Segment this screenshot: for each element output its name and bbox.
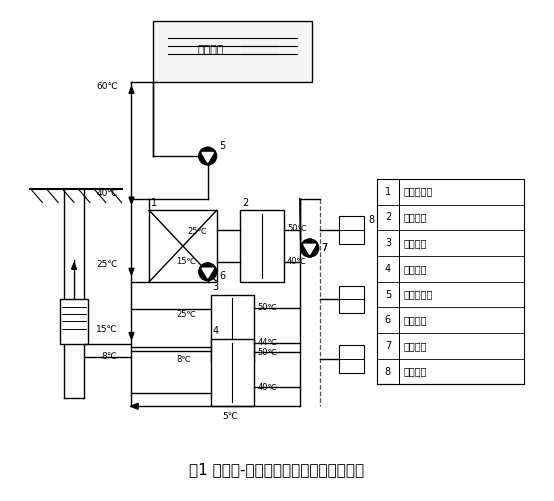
Text: 50℃: 50℃ xyxy=(257,348,277,357)
Bar xyxy=(153,21,312,82)
Text: 三级热泵: 三级热泵 xyxy=(404,264,427,274)
Text: 6: 6 xyxy=(219,271,225,281)
Polygon shape xyxy=(71,263,76,270)
Text: 7: 7 xyxy=(321,243,328,253)
Circle shape xyxy=(301,239,319,257)
Text: 8: 8 xyxy=(385,367,391,377)
Text: 4: 4 xyxy=(385,264,391,274)
Text: 60℃: 60℃ xyxy=(96,82,117,91)
Text: 一级热泵: 一级热泵 xyxy=(404,212,427,222)
Polygon shape xyxy=(304,244,315,255)
Text: 用户水泵: 用户水泵 xyxy=(404,341,427,351)
Polygon shape xyxy=(202,268,213,278)
Text: 图1 污水源-集中供热复合采暖系统工艺图: 图1 污水源-集中供热复合采暖系统工艺图 xyxy=(189,462,365,477)
Text: 中介水泵: 中介水泵 xyxy=(404,315,427,325)
Bar xyxy=(211,295,254,362)
Text: 3: 3 xyxy=(385,238,391,248)
Text: 50℃: 50℃ xyxy=(257,304,277,313)
Text: 二级热泵: 二级热泵 xyxy=(404,238,427,248)
Polygon shape xyxy=(129,87,134,93)
Bar xyxy=(211,339,254,406)
Polygon shape xyxy=(129,197,134,203)
Text: 8: 8 xyxy=(368,215,374,225)
Bar xyxy=(340,345,364,373)
Text: 40℃: 40℃ xyxy=(96,189,117,198)
Text: 15℃: 15℃ xyxy=(96,325,117,334)
Polygon shape xyxy=(202,152,213,162)
Polygon shape xyxy=(129,269,134,275)
Text: 板式换热器: 板式换热器 xyxy=(404,187,433,197)
Text: 5℃: 5℃ xyxy=(223,412,238,421)
Circle shape xyxy=(301,239,319,257)
Text: 温泉尾水泵: 温泉尾水泵 xyxy=(404,290,433,300)
Text: 50℃: 50℃ xyxy=(287,224,307,233)
Circle shape xyxy=(199,263,217,281)
Text: 8℃: 8℃ xyxy=(102,352,117,361)
Circle shape xyxy=(199,147,217,165)
Text: 40℃: 40℃ xyxy=(287,257,307,266)
Bar xyxy=(340,216,364,244)
Text: 40℃: 40℃ xyxy=(257,383,277,392)
Text: 25℃: 25℃ xyxy=(96,261,117,270)
Text: 44℃: 44℃ xyxy=(257,338,277,347)
Text: 7: 7 xyxy=(321,243,328,253)
Text: 5: 5 xyxy=(384,290,391,300)
Text: 6: 6 xyxy=(385,315,391,325)
Text: 25℃: 25℃ xyxy=(187,227,207,236)
Text: 2: 2 xyxy=(384,212,391,222)
Bar xyxy=(240,210,284,282)
Text: 1: 1 xyxy=(151,197,157,207)
Text: 3: 3 xyxy=(213,282,219,292)
Bar xyxy=(60,300,88,344)
Text: 2: 2 xyxy=(242,197,249,207)
Text: 8℃: 8℃ xyxy=(176,355,191,364)
Text: 温泉水池: 温泉水池 xyxy=(198,45,224,55)
Bar xyxy=(340,286,364,313)
Bar xyxy=(149,210,217,282)
Text: 4: 4 xyxy=(213,326,219,336)
Text: 7: 7 xyxy=(384,341,391,351)
Text: 5: 5 xyxy=(219,141,226,151)
Polygon shape xyxy=(304,244,315,255)
Polygon shape xyxy=(131,403,138,409)
Text: 空调末端: 空调末端 xyxy=(404,367,427,377)
Text: 15℃: 15℃ xyxy=(176,257,196,266)
Text: 1: 1 xyxy=(385,187,391,197)
Polygon shape xyxy=(129,333,134,339)
Text: 25℃: 25℃ xyxy=(176,310,196,319)
Bar xyxy=(377,179,524,384)
